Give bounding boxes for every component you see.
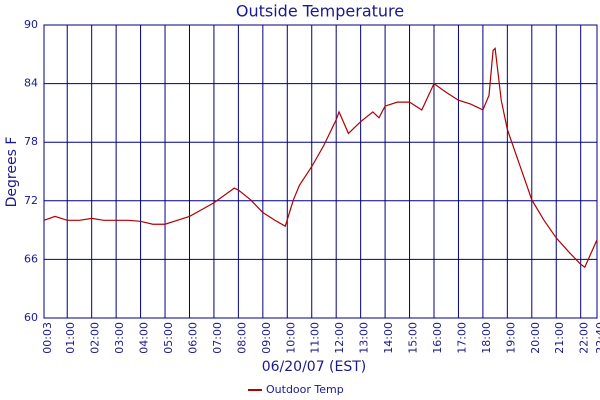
x-tick-label: 06:00 <box>186 322 199 354</box>
x-tick-label: 17:00 <box>455 322 468 354</box>
x-tick-label: 22:00 <box>578 322 591 354</box>
y-tick-label: 72 <box>24 194 38 207</box>
x-tick-label: 13:00 <box>358 322 371 354</box>
x-tick-label: 14:00 <box>382 322 395 354</box>
chart-title: Outside Temperature <box>236 2 404 21</box>
x-axis-label: 06/20/07 (EST) <box>262 359 367 375</box>
x-tick-label: 22:40 <box>594 322 600 354</box>
data-line <box>43 47 598 269</box>
y-tick-label: 78 <box>24 135 38 148</box>
plot-area <box>43 24 598 319</box>
x-tick-label: 10:00 <box>284 322 297 354</box>
x-tick-label: 05:00 <box>162 322 175 354</box>
x-tick-label: 16:00 <box>431 322 444 354</box>
y-tick-label: 66 <box>24 252 38 265</box>
y-axis-label: Degrees F <box>4 137 20 208</box>
x-tick-label: 19:00 <box>504 322 517 354</box>
x-tick-label: 04:00 <box>138 322 151 354</box>
x-tick-label: 15:00 <box>407 322 420 354</box>
x-tick-label: 02:00 <box>89 322 102 354</box>
legend-label: Outdoor Temp <box>266 383 344 396</box>
y-tick-label: 90 <box>24 18 38 31</box>
x-tick-label: 09:00 <box>260 322 273 354</box>
x-tick-label: 01:00 <box>64 322 77 354</box>
x-tick-label: 18:00 <box>480 322 493 354</box>
x-tick-label: 08:00 <box>235 322 248 354</box>
y-tick-label: 84 <box>24 77 38 90</box>
x-tick-label: 07:00 <box>211 322 224 354</box>
x-tick-label: 20:00 <box>529 322 542 354</box>
x-tick-label: 00:03 <box>41 322 54 354</box>
x-tick-label: 21:00 <box>553 322 566 354</box>
x-tick-label: 12:00 <box>333 322 346 354</box>
y-tick-label: 60 <box>24 311 38 324</box>
x-tick-label: 03:00 <box>113 322 126 354</box>
x-tick-label: 11:00 <box>309 322 322 354</box>
